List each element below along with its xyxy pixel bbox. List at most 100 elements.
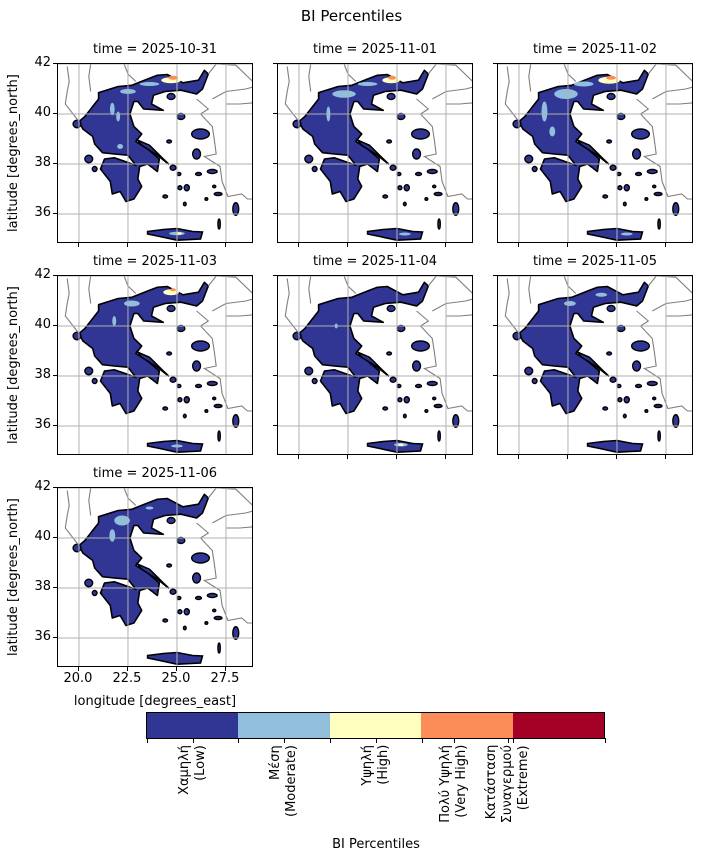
y-tick-mark xyxy=(53,587,57,588)
greece-mainland xyxy=(298,281,430,415)
colorbar-tick xyxy=(507,738,509,743)
island xyxy=(397,185,403,191)
y-tick-label: 42 xyxy=(34,267,51,282)
country-border xyxy=(666,314,692,317)
country-border xyxy=(64,66,80,122)
panel-title: time = 2025-11-05 xyxy=(532,254,658,269)
map-layer xyxy=(58,276,252,454)
colorbar-boundary-tick xyxy=(604,738,606,743)
country-border xyxy=(226,102,252,105)
island xyxy=(397,397,403,403)
colorbar-tick-label: Χαμηλή (Low) xyxy=(177,745,208,795)
island xyxy=(211,184,217,189)
island xyxy=(232,414,240,428)
y-tick-mark xyxy=(53,325,57,326)
x-tick-mark xyxy=(77,243,79,247)
percentile-area xyxy=(549,126,556,137)
x-tick-mark xyxy=(346,455,348,459)
island xyxy=(433,191,443,197)
country-border xyxy=(226,314,252,317)
country-border xyxy=(528,64,532,92)
percentile-area xyxy=(117,144,124,149)
island xyxy=(191,572,202,584)
island xyxy=(431,396,437,401)
island xyxy=(84,578,94,588)
island xyxy=(211,396,217,401)
island xyxy=(531,377,538,385)
y-tick-mark xyxy=(493,63,497,64)
island xyxy=(672,414,680,428)
crete xyxy=(146,651,204,666)
island xyxy=(644,409,649,413)
percentile-area xyxy=(397,443,404,446)
map-panel xyxy=(57,275,253,455)
y-tick-mark xyxy=(493,425,497,426)
island xyxy=(424,197,429,201)
percentile-area xyxy=(145,506,154,510)
island xyxy=(402,413,407,419)
island xyxy=(204,621,209,625)
crete xyxy=(366,439,424,454)
country-border xyxy=(504,278,520,334)
island xyxy=(183,608,191,616)
island xyxy=(311,377,318,385)
map-canvas xyxy=(58,64,252,242)
island xyxy=(622,201,627,207)
island xyxy=(606,351,613,356)
island xyxy=(616,171,622,177)
country-border xyxy=(212,298,252,312)
country-border xyxy=(207,64,252,82)
x-tick-mark xyxy=(77,667,79,671)
island xyxy=(217,430,221,442)
map-layer xyxy=(278,276,472,454)
percentile-area xyxy=(168,75,178,80)
island xyxy=(389,164,397,171)
crete xyxy=(366,227,424,242)
island xyxy=(191,360,202,372)
island xyxy=(634,171,643,177)
y-tick-mark xyxy=(53,637,57,638)
island xyxy=(194,595,203,601)
map-panel xyxy=(277,63,473,243)
colorbar-tick xyxy=(283,738,285,743)
map-panel xyxy=(57,487,253,667)
map-canvas xyxy=(278,64,472,242)
island xyxy=(602,406,609,411)
island xyxy=(410,340,431,352)
island xyxy=(602,194,609,199)
x-tick-mark xyxy=(126,243,128,247)
country-border xyxy=(446,314,472,317)
island xyxy=(190,552,211,564)
island xyxy=(606,139,613,144)
island xyxy=(183,396,191,404)
x-tick-mark xyxy=(615,243,617,247)
y-tick-label: 36 xyxy=(34,417,51,432)
percentile-area xyxy=(109,102,115,116)
island xyxy=(403,396,411,404)
island xyxy=(433,403,443,409)
island xyxy=(84,366,94,376)
panel-title: time = 2025-11-04 xyxy=(312,254,438,269)
island xyxy=(617,397,623,403)
percentile-area xyxy=(332,90,356,98)
island xyxy=(424,409,429,413)
island xyxy=(232,626,240,640)
percentile-area xyxy=(595,292,608,297)
colorbar-tick xyxy=(453,738,455,743)
island xyxy=(213,191,223,197)
x-tick-mark xyxy=(444,455,446,459)
percentile-area xyxy=(564,301,576,306)
x-tick-label: 20.0 xyxy=(63,671,93,686)
island xyxy=(672,202,680,216)
country-border xyxy=(652,298,692,312)
x-tick-mark xyxy=(395,455,397,459)
island xyxy=(217,642,221,654)
x-tick-mark xyxy=(175,243,177,247)
colorbar-boundary-tick xyxy=(512,738,514,743)
percentile-area xyxy=(620,232,633,236)
map-canvas xyxy=(498,276,692,454)
x-tick-label: 25.0 xyxy=(161,671,191,686)
island xyxy=(396,171,402,177)
x-tick-mark xyxy=(566,243,568,247)
